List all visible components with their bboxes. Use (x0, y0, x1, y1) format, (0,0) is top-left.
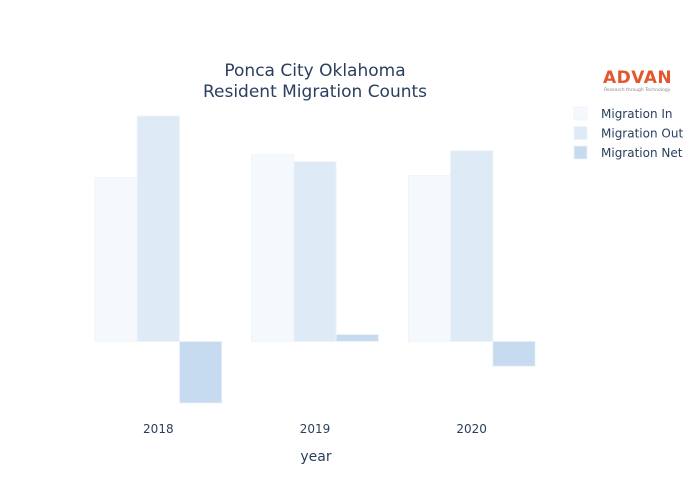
bar-migration-in-2020[interactable] (407, 175, 451, 342)
logo-wordmark: ADVAN (603, 68, 672, 88)
legend-label-migration-in[interactable]: Migration In (601, 107, 673, 121)
x-tick-label-2019: 2019 (300, 422, 331, 436)
legend-label-migration-out[interactable]: Migration Out (601, 127, 683, 141)
legend-swatch-migration-in[interactable] (573, 106, 588, 121)
legend-swatch-migration-out[interactable] (573, 126, 588, 140)
bar-migration-net-2018[interactable] (179, 341, 223, 404)
bar-migration-out-2019[interactable] (293, 161, 337, 342)
plot-area (94, 115, 536, 404)
chart-title-line-2: Resident Migration Counts (203, 82, 427, 102)
chart-title-line-1: Ponca City Oklahoma (224, 61, 405, 81)
x-tick-label-2020: 2020 (456, 422, 487, 436)
logo-tagline: Research through Technology (604, 87, 671, 93)
x-axis-ticks: 2018 2019 2020 (143, 422, 487, 436)
legend-swatch-migration-net[interactable] (573, 145, 588, 160)
bar-migration-out-2020[interactable] (450, 150, 494, 342)
legend-label-migration-net[interactable]: Migration Net (601, 146, 683, 160)
advan-logo: ADVAN Research through Technology (603, 68, 672, 93)
legend[interactable]: Migration In Migration Out Migration Net (573, 106, 683, 160)
bar-migration-net-2020[interactable] (492, 341, 536, 367)
bar-migration-in-2019[interactable] (251, 154, 295, 342)
x-tick-label-2018: 2018 (143, 422, 174, 436)
bar-migration-net-2019[interactable] (335, 334, 379, 342)
bar-migration-out-2018[interactable] (136, 115, 180, 342)
x-axis-title: year (300, 449, 331, 465)
bar-migration-in-2018[interactable] (94, 177, 138, 342)
